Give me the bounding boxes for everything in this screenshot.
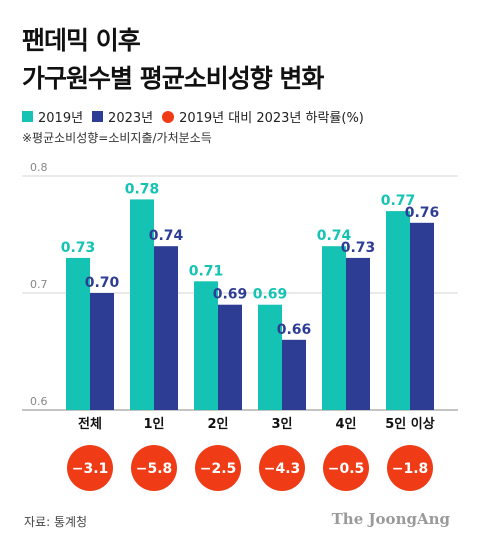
data-label: 0.73 xyxy=(341,240,376,256)
data-label: 0.66 xyxy=(277,322,312,338)
legend-item-2019: 2019년 xyxy=(22,107,83,126)
bar-2019 xyxy=(194,281,218,410)
title-line-2: 가구원수별 평균소비성향 변화 xyxy=(22,64,324,93)
bar-2019 xyxy=(322,246,346,410)
decline-label: −1.8 xyxy=(392,461,429,477)
decline-circle xyxy=(387,445,433,491)
legend: 2019년 2023년 2019년 대비 2023년 하락률(%) xyxy=(22,107,373,126)
data-label: 0.71 xyxy=(189,263,224,279)
category-label: 1인 xyxy=(143,416,164,432)
decline-label: −3.1 xyxy=(72,461,109,477)
brand-logo: The JoongAng xyxy=(331,510,450,528)
legend-item-decline: 2019년 대비 2023년 하락률(%) xyxy=(162,107,364,126)
data-label: 0.74 xyxy=(317,228,352,244)
chart-title: 팬데믹 이후 가구원수별 평균소비성향 변화 xyxy=(22,22,324,98)
legend-label-2023: 2023년 xyxy=(108,111,154,126)
bar-2023 xyxy=(346,257,370,410)
data-label: 0.78 xyxy=(125,181,160,197)
y-tick-label: 0.8 xyxy=(30,161,48,174)
bar-2023 xyxy=(410,222,434,410)
category-label: 2인 xyxy=(207,416,228,432)
decline-label: −5.8 xyxy=(136,461,173,477)
data-label: 0.73 xyxy=(61,240,96,256)
category-label: 4인 xyxy=(335,416,356,432)
bar-2019 xyxy=(258,304,282,410)
data-label: 0.69 xyxy=(253,287,288,303)
legend-dot-decline xyxy=(162,110,175,123)
category-label: 전체 xyxy=(78,416,102,432)
category-label: 3인 xyxy=(271,416,292,432)
definition-note: ※평균소비성향=소비지출/가처분소득 xyxy=(22,131,212,145)
decline-label: −0.5 xyxy=(328,461,365,477)
bar-2023 xyxy=(90,293,114,410)
bar-2023 xyxy=(218,304,242,410)
bar-2019 xyxy=(386,211,410,410)
data-label: 0.76 xyxy=(405,205,440,221)
bar-2023 xyxy=(154,246,178,410)
decline-label: −2.5 xyxy=(200,461,237,477)
decline-circle xyxy=(195,445,241,491)
data-label: 0.74 xyxy=(149,228,184,244)
source-note: 자료: 통계청 xyxy=(24,515,88,529)
decline-circle xyxy=(131,445,177,491)
decline-circle xyxy=(67,445,113,491)
decline-circle xyxy=(259,445,305,491)
decline-label: −4.3 xyxy=(264,461,301,477)
legend-swatch-2023 xyxy=(92,111,104,122)
decline-circle xyxy=(323,445,369,491)
legend-swatch-2019 xyxy=(22,111,33,122)
y-tick-label: 0.7 xyxy=(30,278,48,291)
legend-label-2019: 2019년 xyxy=(38,111,84,126)
y-tick-label: 0.6 xyxy=(30,395,48,408)
bar-chart: 0.6 0.7 0.8 0.73 0.70 전체 −3.1 0.78 0.74 1인 −5.8 0.7… xyxy=(22,161,458,491)
data-label: 0.70 xyxy=(85,275,120,291)
legend-item-2023: 2023년 xyxy=(92,107,153,126)
bar-2019 xyxy=(66,257,90,410)
data-label: 0.69 xyxy=(213,287,248,303)
bar-2023 xyxy=(282,339,306,410)
category-label: 5인 이상 xyxy=(385,416,434,432)
legend-label-decline: 2019년 대비 2023년 하락률(%) xyxy=(179,111,364,126)
data-label: 0.77 xyxy=(381,193,416,209)
bar-2019 xyxy=(130,199,154,410)
title-line-1: 팬데믹 이후 xyxy=(22,26,141,55)
